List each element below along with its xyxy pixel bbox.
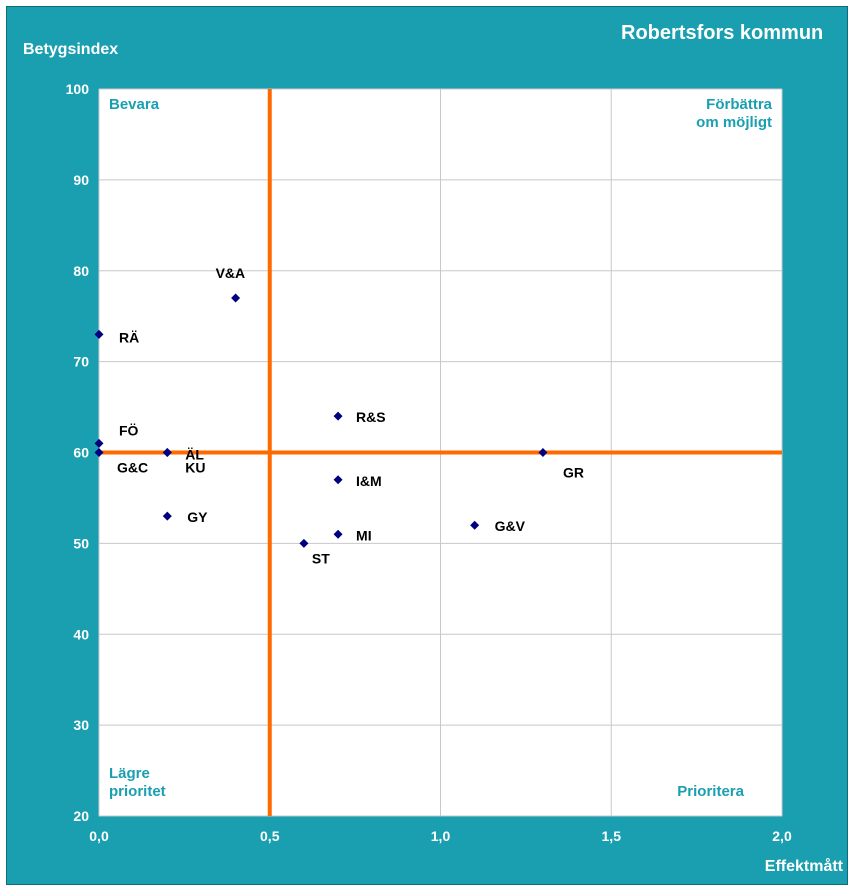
data-point-marker xyxy=(538,448,548,457)
quadrant-label-lagre-prioritet: Lägre xyxy=(109,765,150,782)
scatter-chart: Robertsfors kommun Betygsindex Effektmåt… xyxy=(23,22,844,875)
y-tick-label: 40 xyxy=(73,626,89,642)
data-point-marker xyxy=(162,511,172,521)
y-tick-label: 90 xyxy=(73,172,89,188)
x-axis-title: Effektmått xyxy=(765,857,844,875)
y-tick-label: 20 xyxy=(73,808,89,824)
x-tick-label: 1,5 xyxy=(602,828,622,844)
quadrant-label-forbattra: Förbättra xyxy=(706,96,772,113)
data-point-marker xyxy=(333,475,343,485)
data-point-marker xyxy=(231,293,241,303)
data-point-marker xyxy=(333,529,343,539)
x-tick-label: 2,0 xyxy=(772,828,792,844)
axis-ticks: 20 30 40 50 60 70 80 90 100 0,0 0,5 1,0 1,5 2,0 xyxy=(66,81,792,844)
data-point-label: MI xyxy=(356,527,372,543)
data-point-marker xyxy=(94,448,104,457)
data-point-marker xyxy=(299,538,309,548)
chart-frame: Robertsfors kommun Betygsindex Effektmåt… xyxy=(6,6,848,885)
data-point-label: ÄL xyxy=(185,447,204,463)
quadrant-label-prioritera: Prioritera xyxy=(677,783,744,800)
data-point-label: KU xyxy=(185,460,205,476)
y-axis-title: Betygsindex xyxy=(23,41,118,58)
y-tick-label: 100 xyxy=(66,81,90,97)
y-tick-label: 70 xyxy=(73,354,89,370)
data-point-label: GR xyxy=(563,465,584,481)
data-point-label: V&A xyxy=(216,265,246,281)
data-point-marker xyxy=(94,329,104,339)
y-tick-label: 80 xyxy=(73,263,89,279)
data-point-label: G&C xyxy=(117,460,148,476)
data-point-label: GY xyxy=(187,509,208,525)
data-point-marker xyxy=(333,411,343,421)
data-point-label: FÖ xyxy=(119,422,139,438)
x-tick-label: 1,0 xyxy=(431,828,451,844)
data-point-label: G&V xyxy=(495,518,526,534)
data-point-label: ST xyxy=(312,550,330,566)
data-point-label: RÄ xyxy=(119,329,139,345)
data-point-marker xyxy=(470,520,480,530)
data-point-marker xyxy=(94,438,104,448)
quadrant-label-forbattra: om möjligt xyxy=(696,114,772,131)
x-tick-label: 0,5 xyxy=(260,828,280,844)
x-tick-label: 0,0 xyxy=(89,828,109,844)
reference-lines xyxy=(99,89,782,816)
quadrant-label-bevara: Bevara xyxy=(109,96,160,113)
y-tick-label: 50 xyxy=(73,535,89,551)
data-point-marker xyxy=(162,448,172,457)
y-tick-label: 30 xyxy=(73,717,89,733)
data-point-label: R&S xyxy=(356,409,386,425)
quadrant-label-lagre-prioritet: prioritet xyxy=(109,783,166,800)
chart-title: Robertsfors kommun xyxy=(621,22,823,44)
data-point-label: I&M xyxy=(356,473,382,489)
y-tick-label: 60 xyxy=(73,445,89,461)
